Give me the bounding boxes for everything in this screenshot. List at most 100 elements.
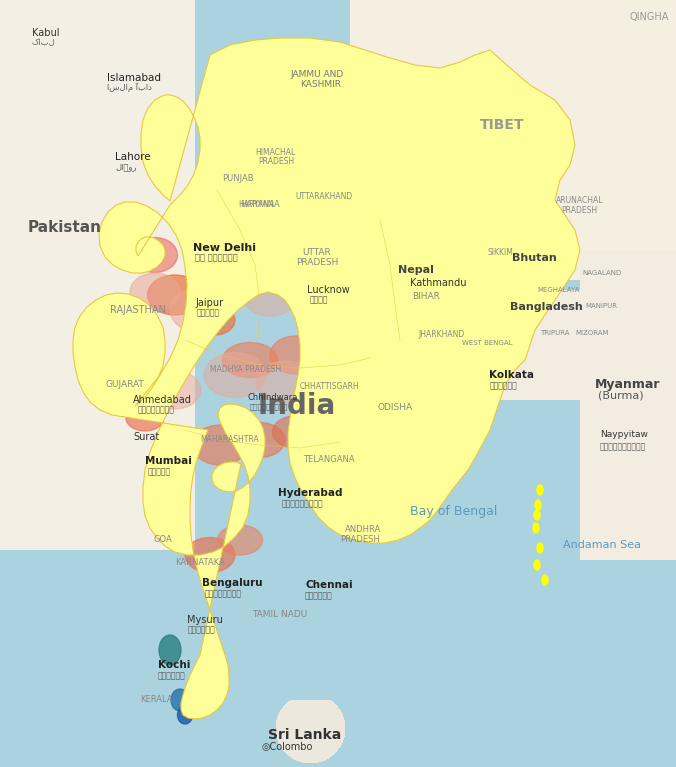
Text: JHARKHAND: JHARKHAND xyxy=(418,330,464,339)
Text: CHHATTISGARH: CHHATTISGARH xyxy=(300,382,360,391)
Text: छिंदवाड़ा: छिंदवाड़ा xyxy=(250,403,288,410)
Ellipse shape xyxy=(178,706,193,724)
Text: India: India xyxy=(258,392,336,420)
Ellipse shape xyxy=(516,251,544,273)
Text: PRADESH: PRADESH xyxy=(561,206,597,215)
Ellipse shape xyxy=(537,543,543,553)
Text: Ahmedabad: Ahmedabad xyxy=(133,395,192,405)
Ellipse shape xyxy=(170,288,230,333)
Ellipse shape xyxy=(235,423,285,457)
Text: Mysuru: Mysuru xyxy=(187,615,223,625)
Ellipse shape xyxy=(550,250,570,266)
Text: UTTAR: UTTAR xyxy=(302,248,331,257)
Text: Lahore: Lahore xyxy=(115,152,151,162)
Ellipse shape xyxy=(366,450,414,486)
Ellipse shape xyxy=(272,416,318,448)
Ellipse shape xyxy=(308,352,352,384)
Text: KASHMIR: KASHMIR xyxy=(300,80,341,89)
Ellipse shape xyxy=(205,197,255,232)
Text: PRADESH: PRADESH xyxy=(340,535,380,544)
Text: SIKKIM: SIKKIM xyxy=(488,248,514,257)
Text: NAGALAND: NAGALAND xyxy=(582,270,621,276)
Text: Kathmandu: Kathmandu xyxy=(410,278,466,288)
Text: Myanmar: Myanmar xyxy=(595,378,660,391)
Ellipse shape xyxy=(195,305,235,335)
Text: MIZORAM: MIZORAM xyxy=(575,330,608,336)
Ellipse shape xyxy=(481,358,503,386)
Ellipse shape xyxy=(256,361,314,403)
Ellipse shape xyxy=(535,500,541,510)
Text: PRADESH: PRADESH xyxy=(296,258,339,267)
Text: Chennai: Chennai xyxy=(305,580,353,590)
Text: जयपुर: जयपुर xyxy=(197,308,220,317)
Text: హైదరాబాద్: హైదరాబాద్ xyxy=(282,499,324,508)
Text: HARYANA: HARYANA xyxy=(240,200,280,209)
Text: Jaipur: Jaipur xyxy=(195,298,223,308)
Ellipse shape xyxy=(130,273,180,311)
Ellipse shape xyxy=(126,405,164,431)
Text: சென்னை: சென்னை xyxy=(305,591,333,600)
Text: नई दिल्ली: नई दिल्ली xyxy=(195,253,238,262)
Text: Pakistan: Pakistan xyxy=(28,220,102,235)
Text: Islamabad: Islamabad xyxy=(107,73,161,83)
Text: TELANGANA: TELANGANA xyxy=(303,455,355,464)
Ellipse shape xyxy=(159,635,181,665)
Text: मुंबई: मुंबई xyxy=(148,467,171,476)
Text: കൊച്ചി: കൊച്ചി xyxy=(158,671,186,680)
Ellipse shape xyxy=(496,344,514,366)
Text: JAMMU AND: JAMMU AND xyxy=(290,70,343,79)
Text: Bhutan: Bhutan xyxy=(512,253,557,263)
Text: کابل: کابل xyxy=(32,38,55,47)
Ellipse shape xyxy=(232,169,252,187)
Text: RAJASTHAN: RAJASTHAN xyxy=(110,305,166,315)
Text: KARNATAKA: KARNATAKA xyxy=(175,558,224,567)
Text: BIHAR: BIHAR xyxy=(412,292,440,301)
Ellipse shape xyxy=(390,416,440,454)
Ellipse shape xyxy=(485,336,505,354)
Ellipse shape xyxy=(321,292,369,328)
Text: Andaman Sea: Andaman Sea xyxy=(563,540,641,550)
Text: Naypyitaw: Naypyitaw xyxy=(600,430,648,439)
Text: ANDHRA: ANDHRA xyxy=(345,525,381,534)
Text: Bangladesh: Bangladesh xyxy=(510,302,583,312)
Text: ಬೆಂಗಳೂರು: ಬೆಂಗಳೂರು xyxy=(205,589,242,598)
Text: Sri Lanka: Sri Lanka xyxy=(268,728,341,742)
Text: TRIPURA: TRIPURA xyxy=(540,330,569,336)
Ellipse shape xyxy=(543,258,567,278)
Text: Kabul: Kabul xyxy=(32,28,59,38)
Text: New Delhi: New Delhi xyxy=(193,243,256,253)
Ellipse shape xyxy=(171,689,189,711)
Text: अहमदाबाद: अहमदाबाद xyxy=(138,405,175,414)
Ellipse shape xyxy=(147,275,203,315)
Text: နေပြည်တော်: နေပြည်တော် xyxy=(600,442,646,451)
Ellipse shape xyxy=(368,429,422,471)
Ellipse shape xyxy=(185,538,235,572)
Text: Kolkata: Kolkata xyxy=(489,370,534,380)
Ellipse shape xyxy=(209,178,241,202)
Text: QINGHA: QINGHA xyxy=(630,12,669,22)
Ellipse shape xyxy=(222,343,278,377)
Text: Surat: Surat xyxy=(133,432,160,442)
Ellipse shape xyxy=(218,525,262,555)
Text: GUJARAT: GUJARAT xyxy=(105,380,144,389)
Ellipse shape xyxy=(193,425,247,465)
Ellipse shape xyxy=(285,141,325,169)
Text: WEST BENGAL: WEST BENGAL xyxy=(462,340,512,346)
Text: GOA: GOA xyxy=(153,535,172,544)
Text: PUNJAB: PUNJAB xyxy=(222,174,254,183)
Text: HARYANA: HARYANA xyxy=(238,200,274,209)
Text: لاہور: لاہور xyxy=(115,162,137,171)
Ellipse shape xyxy=(254,136,302,168)
Text: Bengaluru: Bengaluru xyxy=(202,578,262,588)
Ellipse shape xyxy=(204,353,266,397)
Text: MEGHALAYA: MEGHALAYA xyxy=(537,287,579,293)
Text: Chhindwara: Chhindwara xyxy=(248,393,298,402)
Ellipse shape xyxy=(132,238,178,272)
Text: ODISHA: ODISHA xyxy=(378,403,413,412)
Text: MANIPUR: MANIPUR xyxy=(585,303,617,309)
Text: PRADESH: PRADESH xyxy=(258,157,294,166)
Text: ಮೈಸೂರು: ಮೈಸೂರು xyxy=(188,625,216,634)
Ellipse shape xyxy=(90,381,130,409)
Text: लखनऊ: लखनऊ xyxy=(310,295,329,304)
Text: Kochi: Kochi xyxy=(158,660,191,670)
